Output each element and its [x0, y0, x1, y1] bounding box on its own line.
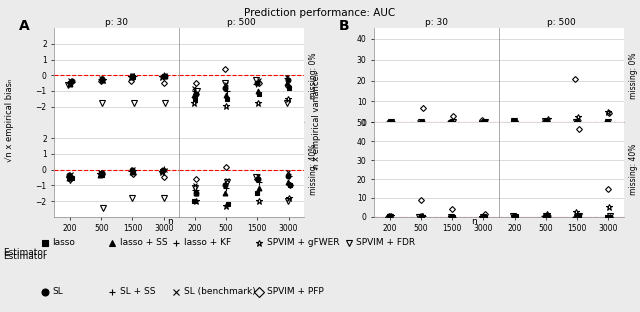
- Text: SPVIM + FDR: SPVIM + FDR: [356, 238, 415, 247]
- Text: √n x empirical biasₙ: √n x empirical biasₙ: [5, 78, 14, 162]
- Title: p: 30: p: 30: [425, 18, 448, 27]
- Text: SL + SS: SL + SS: [120, 287, 155, 296]
- Text: n: n: [167, 217, 172, 226]
- Title: p: 500: p: 500: [547, 18, 576, 27]
- Text: SL (benchmark): SL (benchmark): [184, 287, 255, 296]
- Text: n: n: [471, 217, 476, 226]
- Text: SPVIM + gFWER: SPVIM + gFWER: [267, 238, 339, 247]
- Text: n x empirical varianceₙ: n x empirical varianceₙ: [312, 71, 321, 169]
- Text: B: B: [339, 19, 350, 33]
- Text: lasso: lasso: [52, 238, 76, 247]
- Text: missing: 0%: missing: 0%: [309, 52, 318, 99]
- Title: p: 500: p: 500: [227, 18, 256, 27]
- Text: Estimator: Estimator: [3, 248, 47, 257]
- Text: Prediction performance: AUC: Prediction performance: AUC: [244, 8, 396, 18]
- Text: A: A: [19, 19, 30, 33]
- Text: lasso + KF: lasso + KF: [184, 238, 231, 247]
- Text: missing: 40%: missing: 40%: [309, 144, 318, 195]
- Text: missing: 40%: missing: 40%: [629, 144, 638, 195]
- Text: lasso + SS: lasso + SS: [120, 238, 167, 247]
- Title: p: 30: p: 30: [106, 18, 129, 27]
- Text: SL: SL: [52, 287, 63, 296]
- Text: missing: 0%: missing: 0%: [629, 52, 638, 99]
- Text: SPVIM + PFP: SPVIM + PFP: [267, 287, 324, 296]
- Text: Estimator: Estimator: [3, 252, 47, 261]
